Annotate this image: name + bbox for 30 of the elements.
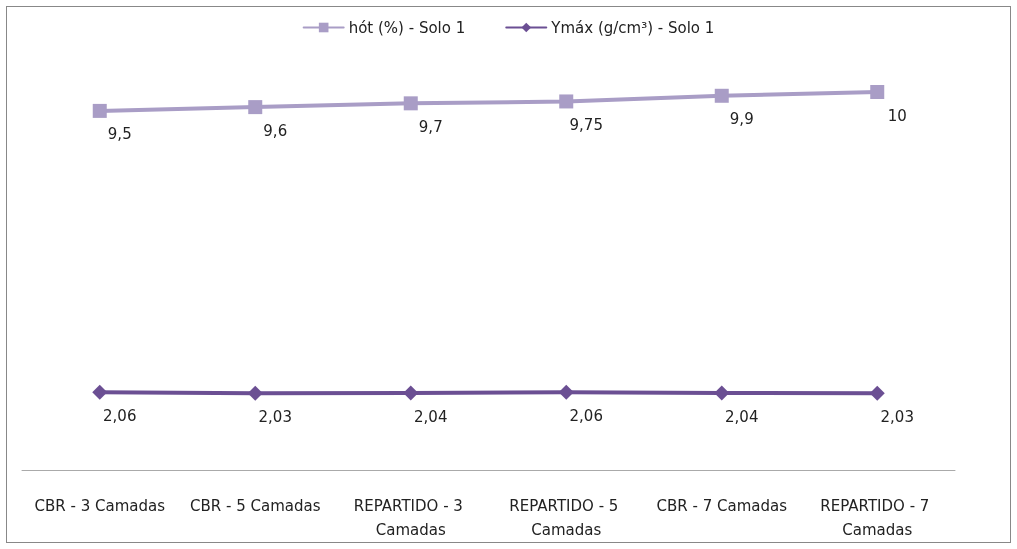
x-tick-label: REPARTIDO - 3 Camadas bbox=[353, 497, 468, 539]
point bbox=[92, 384, 108, 400]
data-label: 2,03 bbox=[258, 408, 292, 427]
x-tick-label: CBR - 3 Camadas bbox=[34, 497, 166, 515]
point bbox=[558, 384, 574, 400]
data-label: 2,06 bbox=[569, 407, 603, 426]
point bbox=[869, 385, 885, 401]
data-label: 2,04 bbox=[414, 407, 448, 426]
x-tick-label: CBR - 7 Camadas bbox=[656, 497, 788, 515]
data-label: 2,06 bbox=[103, 407, 137, 426]
x-tick-label: REPARTIDO - 5 Camadas bbox=[509, 497, 624, 539]
data-label: 2,03 bbox=[880, 408, 914, 427]
data-label: 9,9 bbox=[729, 110, 754, 129]
point bbox=[714, 88, 729, 103]
point bbox=[248, 100, 263, 115]
point bbox=[247, 385, 263, 401]
data-label: 9,7 bbox=[418, 117, 443, 136]
data-label: 10 bbox=[887, 106, 907, 125]
data-label: 9,75 bbox=[569, 115, 603, 134]
x-tick-label: CBR - 5 Camadas bbox=[190, 497, 321, 515]
legend-label: hót (%) - Solo 1 bbox=[348, 18, 466, 37]
x-tick-label: REPARTIDO - 7 Camadas bbox=[820, 497, 935, 539]
legend-label: Ymáx (g/cm³) - Solo 1 bbox=[550, 18, 715, 37]
point bbox=[870, 85, 885, 99]
point bbox=[403, 96, 418, 111]
data-label: 9,6 bbox=[263, 121, 288, 140]
data-label: 9,5 bbox=[107, 125, 132, 144]
point bbox=[92, 103, 107, 118]
data-label: 2,04 bbox=[725, 407, 759, 426]
point bbox=[559, 94, 574, 109]
